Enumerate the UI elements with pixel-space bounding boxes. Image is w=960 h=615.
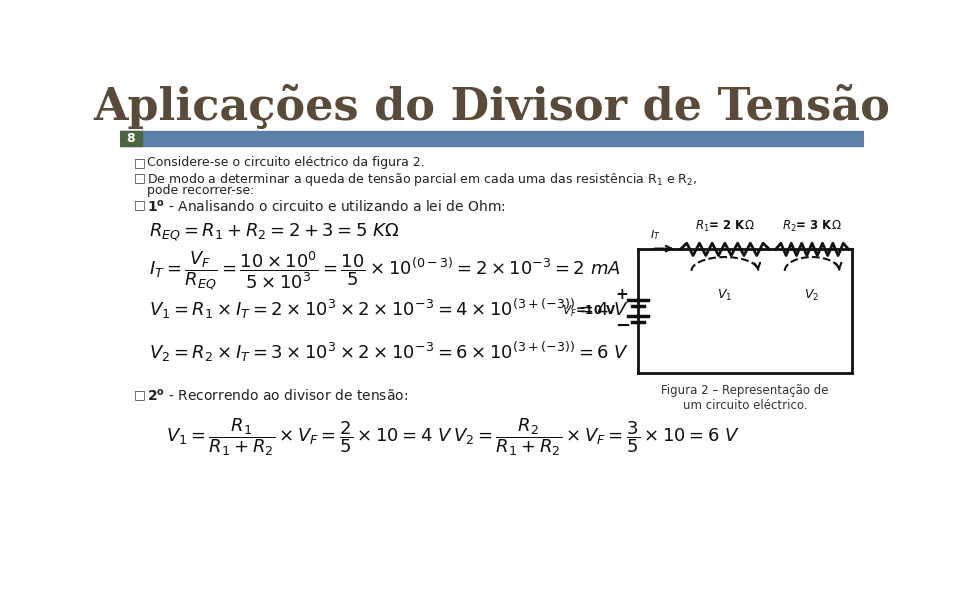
Text: $\mathbf{2^o}$ - Recorrendo ao divisor de tensão:: $\mathbf{2^o}$ - Recorrendo ao divisor d… [147, 388, 408, 404]
Text: $R_1$= 2 K$\Omega$: $R_1$= 2 K$\Omega$ [695, 219, 755, 234]
Text: $R_{EQ} = R_1 + R_2 = 2 + 3 = 5\ K\Omega$: $R_{EQ} = R_1 + R_2 = 2 + 3 = 5\ K\Omega… [150, 221, 400, 244]
Text: $V_F$=10 V: $V_F$=10 V [562, 303, 616, 319]
Text: $\mathbf{1^o}$ - Analisando o circuito e utilizando a lei de Ohm:: $\mathbf{1^o}$ - Analisando o circuito e… [147, 199, 506, 215]
Text: $V_2 = \dfrac{R_2}{R_1 + R_2} \times V_F = \dfrac{3}{5} \times 10 = 6\ V$: $V_2 = \dfrac{R_2}{R_1 + R_2} \times V_F… [453, 416, 740, 458]
Text: Considere-se o circuito eléctrico da figura 2.: Considere-se o circuito eléctrico da fig… [147, 156, 425, 169]
Text: $V_2 = R_2 \times I_T = 3 \times 10^3 \times 2 \times 10^{-3} = 6 \times 10^{(3+: $V_2 = R_2 \times I_T = 3 \times 10^3 \t… [150, 339, 630, 363]
Text: −: − [614, 317, 630, 335]
Bar [120, 131, 864, 146]
Text: □: □ [134, 388, 146, 401]
Text: $V_1 = \dfrac{R_1}{R_1 + R_2} \times V_F = \dfrac{2}{5} \times 10 = 4\ V$: $V_1 = \dfrac{R_1}{R_1 + R_2} \times V_F… [166, 416, 453, 458]
Text: □: □ [134, 156, 146, 169]
Text: De modo a determinar a queda de tensão parcial em cada uma das resistência R$_1$: De modo a determinar a queda de tensão p… [147, 171, 697, 188]
Text: Figura 2 – Representação de
um circuito eléctrico.: Figura 2 – Representação de um circuito … [661, 384, 828, 412]
Text: $V_2$: $V_2$ [804, 288, 820, 303]
Text: +: + [615, 287, 629, 301]
Text: □: □ [134, 171, 146, 184]
Bar [120, 131, 142, 146]
Text: $I_T$: $I_T$ [650, 229, 660, 242]
Text: 8: 8 [127, 132, 135, 145]
Text: Aplicações do Divisor de Tensão: Aplicações do Divisor de Tensão [93, 84, 891, 129]
Text: $V_1$: $V_1$ [717, 288, 732, 303]
Text: $R_2$= 3 K$\Omega$: $R_2$= 3 K$\Omega$ [782, 219, 842, 234]
Text: $I_T = \dfrac{V_F}{R_{EQ}} = \dfrac{10 \times 10^0}{5 \times 10^3} = \dfrac{10}{: $I_T = \dfrac{V_F}{R_{EQ}} = \dfrac{10 \… [150, 249, 621, 293]
Text: pode recorrer-se:: pode recorrer-se: [147, 184, 254, 197]
Text: □: □ [134, 199, 146, 212]
Text: $V_1 = R_1 \times I_T = 2 \times 10^3 \times 2 \times 10^{-3} = 4 \times 10^{(3+: $V_1 = R_1 \times I_T = 2 \times 10^3 \t… [150, 297, 630, 321]
